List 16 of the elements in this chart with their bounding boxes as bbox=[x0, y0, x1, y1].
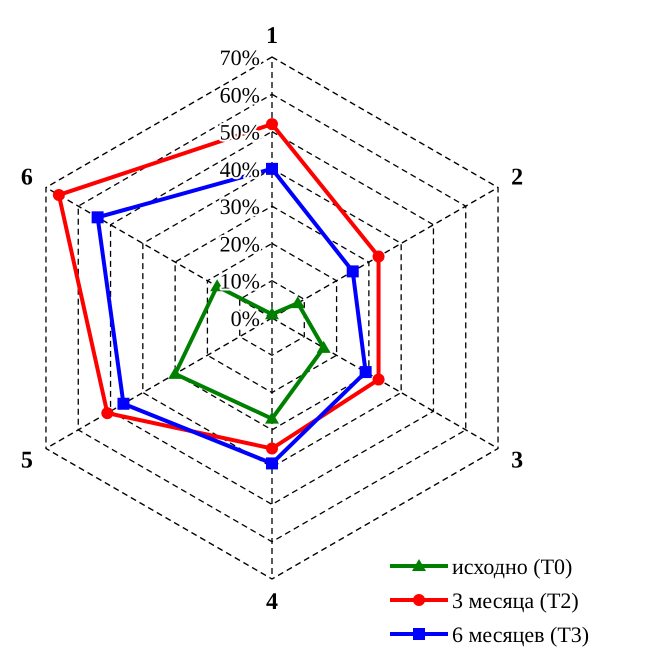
y-tick-label: 70% bbox=[220, 45, 260, 70]
spoke-label: 2 bbox=[511, 164, 524, 190]
legend-label: 6 месяцев (T3) bbox=[452, 622, 590, 647]
y-tick-label: 20% bbox=[220, 231, 260, 256]
spoke-label: 4 bbox=[266, 589, 278, 615]
y-tick-label: 40% bbox=[220, 156, 260, 182]
y-tick-label: 0% bbox=[230, 306, 260, 331]
legend-label: исходно (T0) bbox=[452, 554, 572, 579]
y-tick-label: 30% bbox=[220, 194, 260, 220]
y-tick-label: 10% bbox=[220, 268, 260, 294]
spoke-label: 1 bbox=[266, 23, 278, 49]
spoke-label: 3 bbox=[511, 448, 524, 474]
spoke-label: 5 bbox=[20, 448, 33, 474]
spoke-label: 6 bbox=[20, 164, 33, 190]
y-tick-label: 60% bbox=[220, 82, 260, 108]
legend-label: 3 месяца (T2) bbox=[452, 588, 579, 613]
